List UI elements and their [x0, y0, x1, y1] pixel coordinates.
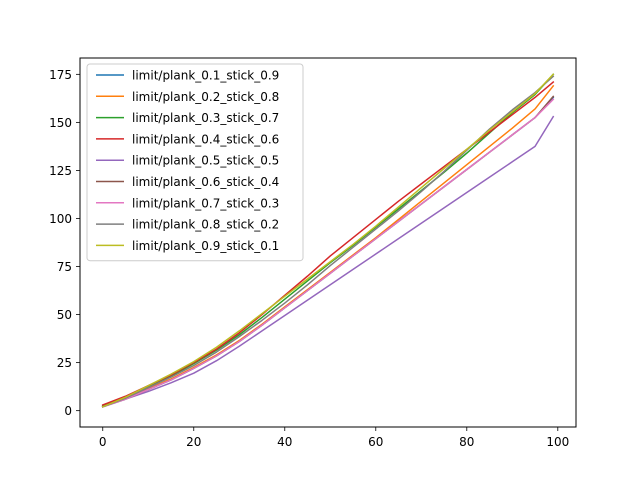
- legend-label-1: limit/plank_0.1_stick_0.9: [132, 69, 279, 83]
- series-line-2: [101, 84, 555, 407]
- y-tick-label: 75: [57, 260, 72, 274]
- x-tick-label: 80: [459, 435, 474, 449]
- legend-label-8: limit/plank_0.8_stick_0.2: [132, 218, 279, 232]
- x-axis: 0 20 40 60 80 100: [99, 427, 569, 449]
- series-line-4: [101, 80, 555, 406]
- y-tick-label: 150: [49, 116, 72, 130]
- legend-label-9: limit/plank_0.9_stick_0.1: [132, 239, 279, 253]
- legend-label-5: limit/plank_0.5_stick_0.5: [132, 154, 279, 168]
- legend-label-7: limit/plank_0.7_stick_0.3: [132, 196, 279, 210]
- y-tick-label: 50: [57, 308, 72, 322]
- plot-area-frame: [79, 57, 577, 428]
- x-tick-label: 40: [277, 435, 292, 449]
- y-tick-label: 0: [64, 404, 72, 418]
- legend: limit/plank_0.1_stick_0.9 limit/plank_0.2…: [86, 63, 304, 262]
- y-tick-label: 175: [49, 68, 72, 82]
- x-tick-label: 0: [99, 435, 107, 449]
- series-lines: [101, 73, 555, 408]
- series-line-5: [101, 115, 555, 408]
- legend-label-4: limit/plank_0.4_stick_0.6: [132, 132, 279, 146]
- x-tick-label: 20: [186, 435, 201, 449]
- x-tick-label: 100: [546, 435, 569, 449]
- series-line-7: [101, 98, 555, 408]
- legend-label-3: limit/plank_0.3_stick_0.7: [132, 111, 279, 125]
- x-tick-label: 60: [368, 435, 383, 449]
- y-tick-label: 125: [49, 164, 72, 178]
- series-line-9: [101, 73, 555, 408]
- legend-label-6: limit/plank_0.6_stick_0.4: [132, 175, 279, 189]
- y-axis: 0 25 50 75 100 125 150 175: [49, 68, 80, 418]
- legend-label-2: limit/plank_0.2_stick_0.8: [132, 90, 279, 104]
- legend-box: [86, 63, 304, 262]
- y-tick-label: 25: [57, 356, 72, 370]
- series-line-3: [101, 73, 555, 407]
- y-tick-label: 100: [49, 212, 72, 226]
